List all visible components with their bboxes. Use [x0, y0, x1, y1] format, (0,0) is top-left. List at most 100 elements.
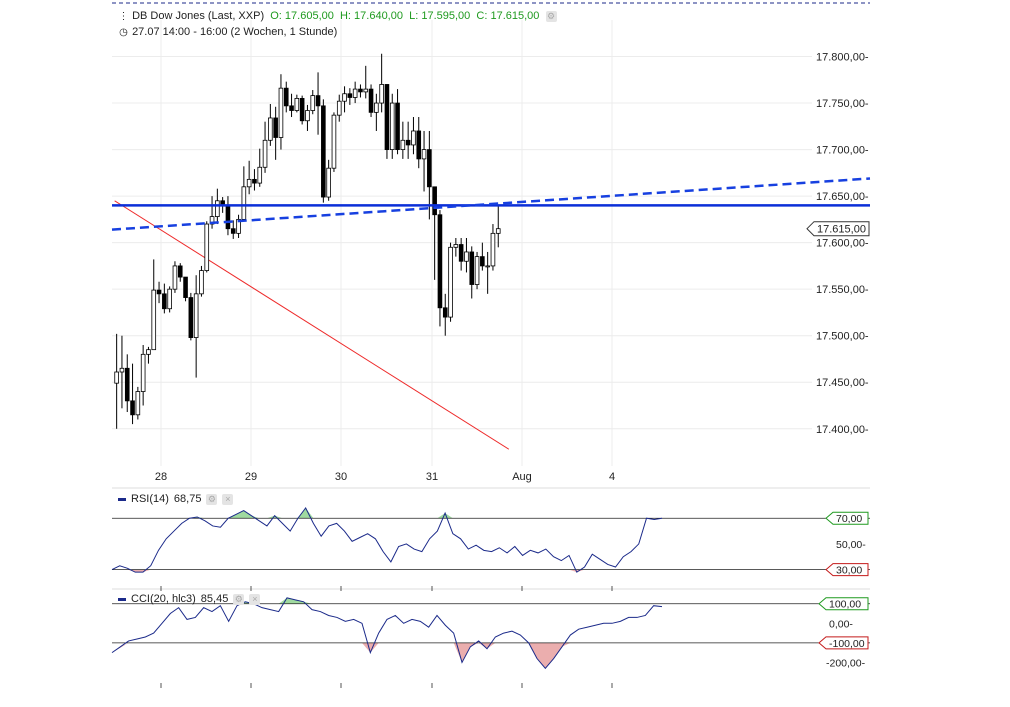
candle-body	[469, 251, 475, 285]
rsi-value: 68,75	[173, 493, 202, 505]
rsi-30-label-tag	[825, 563, 869, 577]
candle-body	[188, 297, 194, 338]
cci-minus100-label: -100,00	[829, 638, 865, 650]
rsi-70-label: 70,00	[836, 513, 862, 525]
red-trendline	[114, 200, 510, 450]
candle-body	[352, 88, 358, 98]
candle-body	[310, 95, 316, 111]
rsi-line	[111, 507, 663, 573]
high-value: H: 17.640,00	[339, 10, 403, 22]
cci-header: CCI(20, hlc3) 85,45 ⚙ ×	[118, 593, 261, 605]
time-tick-label: 29	[245, 471, 257, 483]
rsi-label: RSI(14)	[131, 493, 169, 505]
candle-body	[464, 251, 469, 262]
candle-body	[199, 270, 204, 295]
rsi-settings-icon[interactable]: ⚙	[206, 493, 218, 505]
candle-body	[151, 289, 157, 351]
candle-body	[241, 186, 247, 220]
candle-body	[395, 102, 400, 150]
candle-body	[268, 117, 273, 141]
candle-body	[421, 149, 427, 160]
time-tick-label: 4	[609, 471, 615, 483]
cci-close-icon[interactable]: ×	[249, 593, 261, 605]
candle-body	[246, 178, 252, 188]
cci-value: 85,45	[200, 593, 229, 605]
candle-body	[411, 130, 416, 146]
rsi-oversold-fill	[569, 569, 585, 573]
rsi-legend-swatch	[118, 497, 126, 501]
price-tick-label: 17.500,00-	[816, 331, 869, 343]
candle-body	[490, 232, 496, 267]
candle-body	[432, 186, 437, 216]
candle-body	[342, 93, 347, 102]
time-tick-label: Aug	[512, 471, 532, 483]
candle-body	[368, 88, 374, 113]
candle-body	[400, 139, 406, 150]
cci-100-label-tag	[818, 597, 869, 611]
range-text: 27.07 14:00 - 16:00 (2 Wochen, 1 Stunde)	[132, 26, 338, 38]
candles	[114, 53, 501, 429]
rsi-close-icon[interactable]: ×	[222, 493, 234, 505]
candle-body	[347, 93, 353, 98]
price-header: ⋮ DB Dow Jones (Last, XXP) O: 17.605,00 …	[118, 10, 557, 22]
last-price-tag	[806, 221, 870, 237]
candle-body	[363, 88, 369, 93]
candle-body	[177, 265, 183, 278]
rsi-30-label: 30,00	[836, 565, 862, 577]
dashed-trendline	[111, 177, 871, 231]
candle-body	[389, 102, 395, 150]
close-value: C: 17.615,00	[476, 10, 540, 22]
clock-icon: ◷	[119, 27, 128, 38]
candle-body	[485, 265, 490, 268]
candle-body	[405, 139, 411, 146]
cci-legend-swatch	[118, 597, 126, 601]
candle-body	[474, 256, 480, 285]
candle-body	[162, 293, 167, 310]
candle-body	[278, 87, 284, 138]
cci-oversold-fill	[362, 642, 379, 653]
last-price-label: 17.615,00	[817, 224, 866, 236]
rsi-50-label: 50,00-	[836, 539, 866, 551]
candle-body	[225, 205, 231, 230]
time-tick-label: 30	[335, 471, 347, 483]
candle-body	[236, 218, 241, 234]
candle-body	[458, 244, 464, 262]
candle-body	[124, 367, 130, 402]
candle-body	[321, 105, 326, 198]
candle-body	[326, 167, 331, 198]
open-value: O: 17.605,00	[270, 10, 334, 22]
candle-body	[289, 105, 294, 111]
rsi-overbought-fill	[437, 513, 453, 519]
rsi-overbought-fill	[266, 515, 283, 519]
range-header: ◷ 27.07 14:00 - 16:00 (2 Wochen, 1 Stund…	[118, 26, 337, 38]
grid	[112, 20, 812, 466]
candle-body	[495, 228, 501, 234]
rsi-overbought-fill	[297, 507, 314, 519]
candle-body	[262, 139, 268, 168]
bars-icon: ⋮	[118, 11, 129, 22]
cci-oversold-fill	[112, 642, 129, 653]
candle-body	[374, 102, 379, 113]
rsi-overbought-fill	[228, 510, 260, 519]
cci-settings-icon[interactable]: ⚙	[233, 593, 245, 605]
cci-line	[111, 597, 663, 670]
price-tick-label: 17.750,00-	[816, 98, 869, 110]
rsi-70-label-tag	[825, 511, 869, 525]
cci-minus200-label: -200,00-	[826, 657, 866, 669]
cci-oversold-fill	[453, 642, 479, 663]
candle-body	[442, 307, 448, 318]
settings-icon[interactable]: ⚙	[545, 11, 557, 22]
candle-body	[140, 353, 146, 392]
candle-body	[294, 98, 300, 111]
price-tick-label: 17.700,00-	[816, 145, 869, 157]
candle-body	[146, 349, 151, 355]
candle-body	[119, 367, 125, 373]
candle-body	[257, 166, 263, 184]
candle-body	[358, 88, 363, 93]
cci-fills	[112, 597, 571, 669]
instrument-name: DB Dow Jones (Last, XXP)	[132, 10, 265, 22]
candle-body	[273, 117, 278, 138]
candle-body	[305, 110, 310, 122]
